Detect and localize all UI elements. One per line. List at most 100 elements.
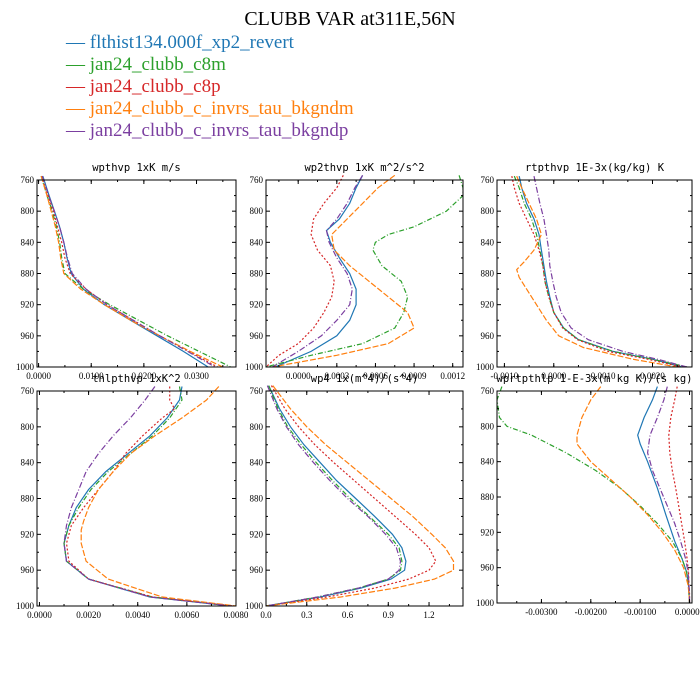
x-tick-label: 0.0000 <box>26 371 51 381</box>
y-tick-label: 840 <box>21 237 35 247</box>
y-tick-label: 840 <box>481 457 495 467</box>
series-line <box>80 386 236 606</box>
panel-title: wp4 1x(m^4)/(s^4) <box>311 373 418 385</box>
series-line <box>63 386 232 606</box>
x-tick-label: 0.0003 <box>324 371 349 381</box>
x-tick-label: 0.0010 <box>591 371 616 381</box>
series-line <box>576 386 691 603</box>
legend-label: jan24_clubb_c_invrs_tau_bkgndm <box>89 98 354 119</box>
y-tick-label: 760 <box>481 175 495 185</box>
y-tick-label: 760 <box>21 386 35 396</box>
legend-item: — jan24_clubb_c_invrs_tau_bkgndm <box>66 98 354 120</box>
y-tick-label: 760 <box>250 386 264 396</box>
x-tick-label: 0.0000 <box>27 610 52 620</box>
legend-label: jan24_clubb_c_invrs_tau_bkgndp <box>89 120 349 141</box>
series-line <box>40 175 231 367</box>
y-tick-label: 1000 <box>16 601 35 611</box>
series-line <box>266 175 344 367</box>
y-tick-label: 840 <box>250 458 264 468</box>
legend-item: — jan24_clubb_c_invrs_tau_bkgndp <box>66 120 354 142</box>
y-tick-label: 960 <box>481 563 495 573</box>
panel-title: wprtpthlp 1-E-3x(m kg K)/(s kg) <box>497 373 693 385</box>
series-line <box>274 175 364 367</box>
y-tick-label: 760 <box>250 175 264 185</box>
y-tick-label: 800 <box>250 422 264 432</box>
panel-title: rtpthvp 1E-3x(kg/kg) K <box>525 162 665 174</box>
x-tick-label: 0.9 <box>383 610 395 620</box>
x-tick-label: 0.0100 <box>79 371 104 381</box>
series-line <box>646 386 691 603</box>
series-line <box>272 174 364 367</box>
y-tick-label: 880 <box>21 494 35 504</box>
y-tick-label: 960 <box>21 331 35 341</box>
y-tick-label: 800 <box>21 422 35 432</box>
panel-title: wp2thvp 1xK m^2/s^2 <box>304 162 424 174</box>
x-tick-label: 0.0200 <box>131 371 156 381</box>
panel-title: thlpthvp 1xK^2 <box>92 373 181 385</box>
series-line <box>272 174 415 367</box>
series-line <box>533 175 688 367</box>
series-line <box>266 175 463 367</box>
x-tick-label: 0.0060 <box>174 610 199 620</box>
y-tick-label: 760 <box>21 175 35 185</box>
series-line <box>42 175 209 367</box>
y-tick-label: 800 <box>250 206 264 216</box>
y-tick-label: 760 <box>481 386 495 396</box>
series-line <box>63 386 234 606</box>
series-line <box>511 175 683 367</box>
x-tick-label: 0.0020 <box>640 371 665 381</box>
y-tick-label: 880 <box>481 269 495 279</box>
y-tick-label: 880 <box>481 492 495 502</box>
series-line <box>266 385 403 606</box>
panel-title: wpthvp 1xK m/s <box>92 162 181 174</box>
series-line <box>266 385 407 606</box>
legend-swatch: — <box>66 54 90 75</box>
x-tick-label: -0.00200 <box>575 607 608 617</box>
y-tick-label: 840 <box>21 458 35 468</box>
y-tick-label: 800 <box>481 206 495 216</box>
y-tick-label: 920 <box>21 529 35 539</box>
series-line <box>516 175 678 367</box>
x-tick-label: 0.0300 <box>184 371 209 381</box>
series-line <box>513 175 688 367</box>
y-tick-label: 960 <box>21 565 35 575</box>
plot-frame <box>36 390 237 607</box>
series-line <box>497 386 691 603</box>
legend-item: — jan24_clubb_c8p <box>66 76 354 98</box>
y-tick-label: 840 <box>481 237 495 247</box>
y-tick-label: 920 <box>481 300 495 310</box>
y-tick-label: 880 <box>250 494 264 504</box>
x-tick-label: 0.0006 <box>363 371 388 381</box>
plot-frame <box>265 179 464 368</box>
x-tick-label: 0.0 <box>260 610 272 620</box>
x-tick-label: 0.0040 <box>125 610 150 620</box>
series-line <box>41 175 216 367</box>
legend-label: flthist134.000f_xp2_revert <box>89 32 294 53</box>
y-tick-label: 1000 <box>476 598 495 608</box>
x-tick-label: 0.0020 <box>76 610 101 620</box>
y-tick-label: 800 <box>481 421 495 431</box>
y-tick-label: 840 <box>250 237 264 247</box>
plot-frame <box>496 390 693 604</box>
legend-item: — flthist134.000f_xp2_revert <box>66 32 354 54</box>
y-tick-label: 1000 <box>16 362 35 372</box>
y-tick-label: 880 <box>250 269 264 279</box>
series-line <box>41 175 218 367</box>
legend-swatch: — <box>66 32 90 53</box>
y-tick-label: 1000 <box>245 601 264 611</box>
y-tick-label: 800 <box>21 206 35 216</box>
x-tick-label: 0.0000 <box>541 371 566 381</box>
legend-swatch: — <box>66 76 90 97</box>
series-line <box>637 386 691 603</box>
figure-title: CLUBB VAR at311E,56N <box>244 8 456 30</box>
x-tick-label: 0.0080 <box>224 610 249 620</box>
legend-swatch: — <box>66 98 90 119</box>
series-line <box>63 386 232 606</box>
y-tick-label: 1000 <box>245 362 264 372</box>
series-line <box>65 386 234 606</box>
y-tick-label: 960 <box>481 331 495 341</box>
y-tick-label: 1000 <box>476 362 495 372</box>
legend-swatch: — <box>66 120 90 141</box>
